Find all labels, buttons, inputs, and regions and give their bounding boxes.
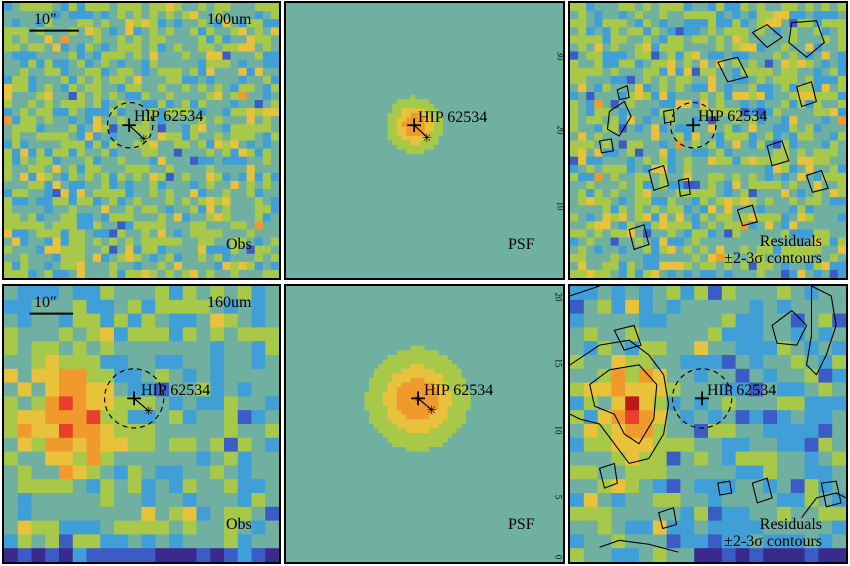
svg-text:✳: ✳ <box>144 404 154 418</box>
axis-tick: 30 <box>555 51 565 61</box>
panel-label-psf: PSF <box>508 516 535 533</box>
aperture-circle <box>106 101 154 149</box>
residual-contours <box>598 20 829 251</box>
obs-map-160um <box>4 286 279 562</box>
obs-map-100um <box>4 3 279 278</box>
svg-text:✳: ✳ <box>139 132 149 146</box>
axis-tick: 10 <box>555 201 565 211</box>
panel-label-obs: Obs <box>226 516 252 533</box>
residual-map-100um <box>570 3 846 278</box>
band-label: 160um <box>207 294 252 311</box>
psf-panel-160um: ✳ HIP 62534 PSF 20 15 10 5 0 <box>284 284 565 564</box>
panel-label-contours: ±2-3σ contours <box>724 250 822 267</box>
psf-map-160um <box>355 336 481 462</box>
target-label: HIP 62534 <box>707 382 777 399</box>
axis-tick: 0 <box>553 554 564 560</box>
aperture-circle <box>103 368 165 429</box>
axis-tick: 10 <box>553 425 564 435</box>
residual-panel-160um: HIP 62534 Residuals ±2-3σ contours <box>568 284 848 564</box>
scale-bar-label: 10" <box>34 11 57 28</box>
scale-bar: ✳ <box>29 29 154 149</box>
target-marker: ✳ <box>407 118 432 145</box>
psf-map-100um <box>378 90 453 160</box>
svg-text:✳: ✳ <box>422 131 432 145</box>
target-label: HIP 62534 <box>141 382 211 399</box>
target-label: HIP 62534 <box>134 108 204 125</box>
panel-label-obs: Obs <box>226 236 252 253</box>
obs-panel-100um: ✳ 10" 100um HIP 62534 Obs <box>2 1 281 280</box>
axis-tick: 20 <box>553 292 564 302</box>
residual-contours <box>570 286 846 553</box>
target-label: HIP 62534 <box>418 109 488 126</box>
axis-tick: 15 <box>553 358 564 368</box>
target-label: HIP 62534 <box>424 382 494 399</box>
obs-panel-160um: ✳ 10" 160um HIP 62534 Obs <box>2 284 281 564</box>
panel-label-contours: ±2-3σ contours <box>724 533 822 550</box>
scale-bar-label: 10" <box>34 294 57 311</box>
panel-label-psf: PSF <box>508 236 535 253</box>
target-label: HIP 62534 <box>698 108 768 125</box>
axis-tick: 5 <box>553 494 564 500</box>
band-label: 100um <box>207 11 252 28</box>
scale-bar: ✳ <box>29 312 165 429</box>
psf-panel-100um: ✳ HIP 62534 PSF 30 20 10 <box>284 1 565 280</box>
residual-panel-100um: HIP 62534 Residuals ±2-3σ contours <box>568 1 848 280</box>
panel-label-residuals: Residuals <box>759 233 822 250</box>
panel-label-residuals: Residuals <box>759 516 822 533</box>
svg-text:✳: ✳ <box>427 403 437 417</box>
target-marker: ✳ <box>411 391 437 417</box>
axis-tick: 20 <box>555 125 565 135</box>
